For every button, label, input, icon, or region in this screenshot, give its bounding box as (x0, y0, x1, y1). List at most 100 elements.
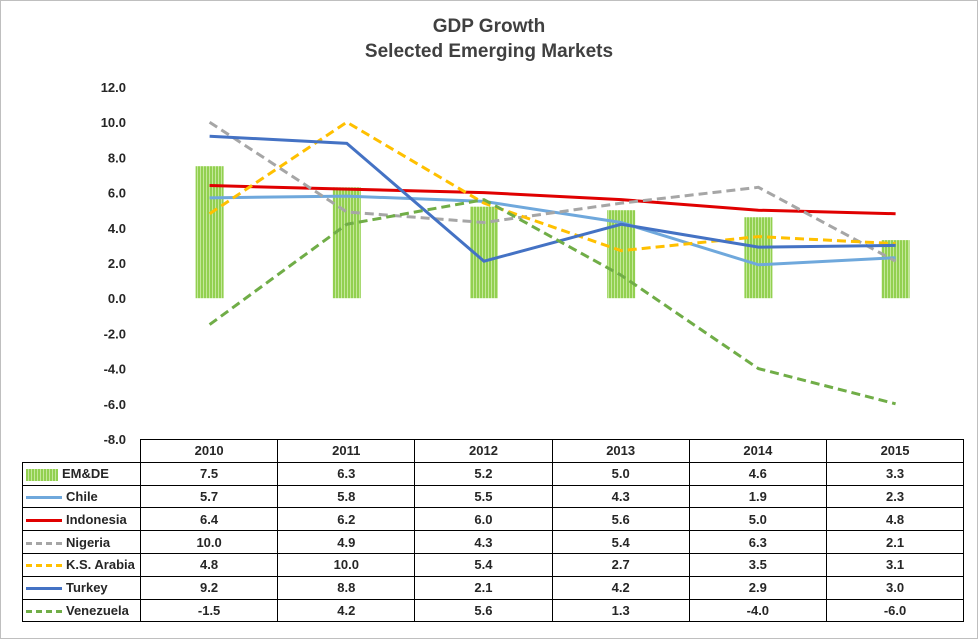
table-cell: 3.3 (825, 461, 965, 486)
table-row: Nigeria 10.0 4.9 4.3 5.4 6.3 2.1 (22, 530, 965, 554)
table-cell: -1.5 (139, 598, 279, 623)
table-cell: 5.0 (688, 507, 827, 532)
y-tick-label: 6.0 (108, 186, 126, 201)
table-cell: 3.0 (825, 575, 965, 600)
chart-title: GDP Growth (432, 16, 546, 37)
series-legend-label: K.S. Arabia (22, 552, 141, 577)
y-tick-label: -4.0 (104, 362, 126, 377)
table-cell: 9.2 (139, 575, 279, 600)
series-legend-label: Turkey (22, 575, 141, 600)
legend-key-icon (26, 560, 62, 571)
line-k-s-arabia (208, 120, 896, 253)
table-cell: 4.8 (825, 507, 965, 532)
table-cell: 1.9 (688, 484, 827, 509)
table-cell: 5.7 (139, 484, 279, 509)
y-tick-label: 4.0 (108, 221, 126, 236)
table-header-year: 2014 (688, 439, 827, 463)
table-cell: 2.9 (688, 575, 827, 600)
table-cell: 4.3 (414, 530, 553, 554)
chart-subtitle: Selected Emerging Markets (364, 41, 614, 62)
table-cell: 5.4 (551, 530, 690, 554)
table-cell: 4.3 (551, 484, 690, 509)
table-cell: 6.3 (688, 530, 827, 554)
table-cell: 4.2 (551, 575, 690, 600)
table-cell: 3.1 (825, 552, 965, 577)
bar-emde (195, 166, 224, 299)
y-tick-label: 2.0 (108, 256, 126, 271)
table-header-year: 2011 (277, 439, 416, 463)
legend-key-icon (26, 606, 62, 617)
table-cell: 4.2 (277, 598, 416, 623)
table-cell: -4.0 (688, 598, 827, 623)
table-cell: 5.0 (551, 461, 690, 486)
y-tick-label: 10.0 (101, 115, 126, 130)
table-cell: 2.3 (825, 484, 965, 509)
line-series (208, 120, 897, 406)
y-tick-label: 12.0 (101, 80, 126, 95)
table-cell: 3.5 (688, 552, 827, 577)
table-cell: 8.8 (277, 575, 416, 600)
table-cell: 4.6 (688, 461, 827, 486)
table-header-year: 2012 (414, 439, 553, 463)
table-cell: 6.3 (277, 461, 416, 486)
table-row: Venezuela -1.5 4.2 5.6 1.3 -4.0 -6.0 (22, 598, 965, 623)
table-cell: -6.0 (825, 598, 965, 623)
line-turkey (209, 134, 896, 263)
table-cell: 7.5 (139, 461, 279, 486)
table-body: EM&DE 7.5 6.3 5.2 5.0 4.6 3.3 Chile 5.7 5.8 5.5 4.3… (22, 461, 965, 623)
series-name: Indonesia (66, 511, 127, 527)
table-cell: 5.2 (414, 461, 553, 486)
legend-key-icon (26, 468, 58, 481)
series-name: Nigeria (66, 534, 111, 550)
table-cell: 10.0 (277, 552, 416, 577)
table-cell: 6.4 (139, 507, 279, 532)
line-venezuela (208, 198, 896, 406)
table-header-year: 2010 (139, 439, 279, 463)
series-legend-label: Indonesia (22, 507, 141, 532)
table-header-row: 2010 2011 2012 2013 2014 2015 (22, 439, 965, 463)
table-cell: 2.1 (414, 575, 553, 600)
table-corner (22, 439, 141, 463)
y-tick-label: 8.0 (108, 150, 126, 165)
table-row: Chile 5.7 5.8 5.5 4.3 1.9 2.3 (22, 484, 965, 509)
table-cell: 5.4 (414, 552, 553, 577)
legend-key-icon (26, 492, 62, 503)
series-name: Venezuela (66, 602, 129, 618)
table-cell: 1.3 (551, 598, 690, 623)
line-nigeria (208, 120, 897, 263)
series-legend-label: EM&DE (22, 461, 141, 486)
bar-emde (881, 240, 910, 299)
series-name: Chile (66, 488, 98, 504)
y-tick-label: -6.0 (104, 397, 126, 412)
table-row: Indonesia 6.4 6.2 6.0 5.6 5.0 4.8 (22, 507, 965, 532)
series-name: K.S. Arabia (66, 557, 135, 573)
legend-key-icon (26, 583, 62, 594)
bar-emde (744, 217, 773, 299)
table-cell: 6.0 (414, 507, 553, 532)
series-legend-label: Chile (22, 484, 141, 509)
data-table: 2010 2011 2012 2013 2014 2015 EM&DE 7.5 6.3 5.2 5… (22, 439, 965, 623)
bar-emde (332, 187, 361, 299)
series-name: Turkey (66, 580, 108, 596)
table-cell: 2.7 (551, 552, 690, 577)
table-cell: 5.8 (277, 484, 416, 509)
table-row: K.S. Arabia 4.8 10.0 5.4 2.7 3.5 3.1 (22, 552, 965, 577)
series-legend-label: Venezuela (22, 598, 141, 623)
table-header-year: 2015 (825, 439, 965, 463)
table-cell: 10.0 (139, 530, 279, 554)
table-cell: 5.6 (414, 598, 553, 623)
table-header-year: 2013 (551, 439, 690, 463)
line-indonesia (209, 184, 896, 216)
legend-key-icon (26, 538, 62, 549)
table-cell: 4.8 (139, 552, 279, 577)
table-row: Turkey 9.2 8.8 2.1 4.2 2.9 3.0 (22, 575, 965, 600)
table-cell: 4.9 (277, 530, 416, 554)
y-tick-label: 0.0 (108, 291, 126, 306)
y-tick-label: -2.0 (104, 326, 126, 341)
legend-key-icon (26, 515, 62, 526)
table-cell: 6.2 (277, 507, 416, 532)
y-axis-labels: 12.010.08.06.04.02.00.0-2.0-4.0-6.0-8.0 (101, 80, 126, 447)
table-cell: 5.5 (414, 484, 553, 509)
bar-series (195, 166, 910, 299)
